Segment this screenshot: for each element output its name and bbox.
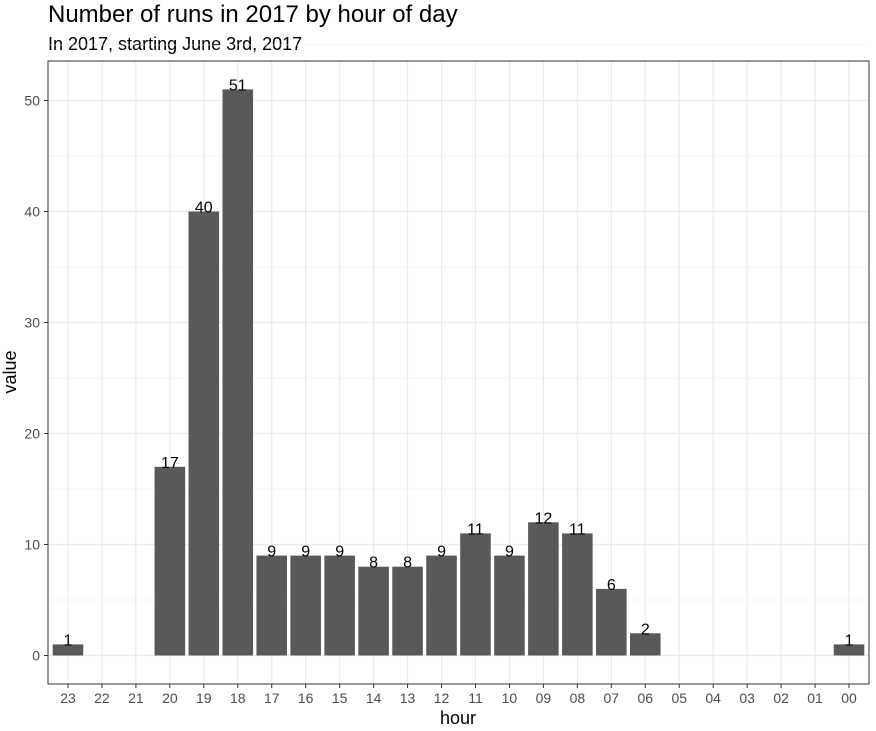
bar-value-label: 12 xyxy=(534,510,552,527)
x-tick-label: 23 xyxy=(60,690,76,706)
x-tick-label: 02 xyxy=(773,690,789,706)
x-tick-label: 11 xyxy=(468,690,483,706)
y-tick-label: 40 xyxy=(24,204,40,220)
y-tick-label: 30 xyxy=(24,315,40,331)
bar-value-label: 9 xyxy=(301,544,310,561)
x-tick-label: 15 xyxy=(332,690,348,706)
chart-subtitle: In 2017, starting June 3rd, 2017 xyxy=(48,34,302,54)
x-tick-label: 08 xyxy=(570,690,586,706)
data-labels: 1 17 40 51 9 9 9 8 8 9 11 9 12 11 6 2 1 xyxy=(64,77,854,649)
bar-value-label: 40 xyxy=(195,200,213,217)
x-tick-label: 16 xyxy=(298,690,314,706)
x-axis: 23 22 21 20 19 18 17 16 15 14 13 12 11 10 09 08 07 06 05 04… xyxy=(60,684,857,706)
bar xyxy=(596,588,627,656)
bar xyxy=(392,566,423,656)
bar xyxy=(222,89,254,656)
x-tick-label: 00 xyxy=(841,690,857,706)
x-tick-label: 22 xyxy=(94,690,110,706)
y-tick-label: 50 xyxy=(24,93,40,109)
bars xyxy=(52,89,865,656)
x-axis-title: hour xyxy=(440,708,476,728)
y-tick-label: 0 xyxy=(32,648,40,664)
y-axis: 0 10 20 30 40 50 xyxy=(24,93,48,664)
bar xyxy=(358,566,389,656)
x-tick-label: 09 xyxy=(536,690,552,706)
bar-value-label: 9 xyxy=(267,544,276,561)
bar-value-label: 9 xyxy=(505,544,514,561)
x-tick-label: 10 xyxy=(502,690,518,706)
bar-value-label: 11 xyxy=(467,521,484,538)
x-tick-label: 18 xyxy=(230,690,246,706)
bar xyxy=(494,555,525,656)
bar xyxy=(52,644,84,656)
x-tick-label: 21 xyxy=(128,690,144,706)
x-tick-label: 17 xyxy=(264,690,280,706)
bar xyxy=(426,555,457,656)
x-tick-label: 07 xyxy=(604,690,620,706)
bar xyxy=(562,533,593,656)
bar xyxy=(629,633,661,656)
bar-value-label: 8 xyxy=(403,555,412,572)
bar xyxy=(188,211,220,656)
x-tick-label: 01 xyxy=(807,690,823,706)
x-tick-label: 06 xyxy=(637,690,653,706)
bar-value-label: 8 xyxy=(369,555,378,572)
x-tick-label: 19 xyxy=(196,690,212,706)
bar xyxy=(833,644,865,656)
x-tick-label: 14 xyxy=(366,690,382,706)
bar xyxy=(290,555,321,656)
x-tick-label: 12 xyxy=(434,690,450,706)
bar-value-label: 51 xyxy=(229,77,247,94)
bar-value-label: 9 xyxy=(437,544,446,561)
bar-value-label: 9 xyxy=(335,544,344,561)
x-tick-label: 05 xyxy=(671,690,687,706)
bar xyxy=(528,522,559,656)
chart-title: Number of runs in 2017 by hour of day xyxy=(48,1,458,28)
bar xyxy=(256,555,288,656)
bar-value-label: 17 xyxy=(161,455,179,472)
bar-value-label: 6 xyxy=(607,577,616,594)
y-tick-label: 10 xyxy=(24,537,40,553)
panel-border xyxy=(47,60,870,685)
bar xyxy=(154,466,186,656)
bar xyxy=(460,533,491,656)
bar xyxy=(324,555,355,656)
bar-value-label: 1 xyxy=(845,632,854,649)
bar-value-label: 11 xyxy=(569,521,586,538)
x-tick-label: 04 xyxy=(705,690,721,706)
x-tick-label: 03 xyxy=(739,690,755,706)
y-axis-title: value xyxy=(0,350,20,393)
x-tick-label: 20 xyxy=(162,690,178,706)
bar-value-label: 2 xyxy=(641,621,650,638)
x-tick-label: 13 xyxy=(400,690,416,706)
y-tick-label: 20 xyxy=(24,426,40,442)
bar-value-label: 1 xyxy=(64,632,73,649)
